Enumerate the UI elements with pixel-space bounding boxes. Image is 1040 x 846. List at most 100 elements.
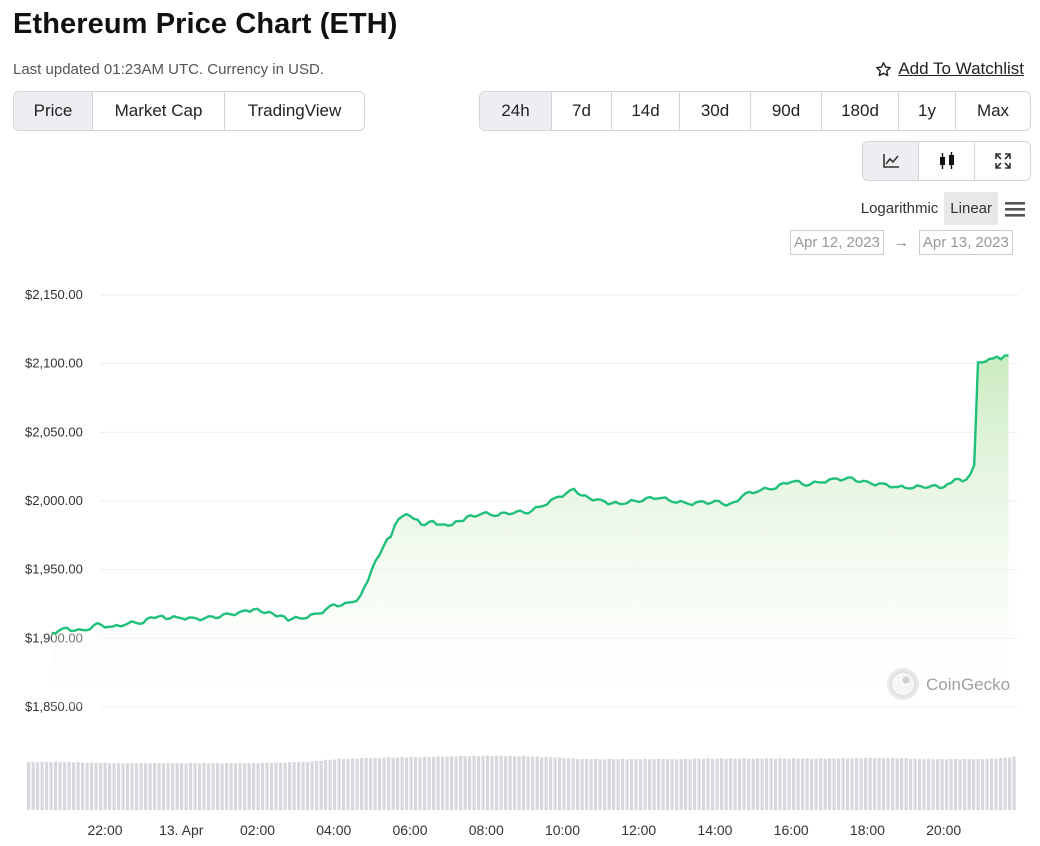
volume-bar <box>103 762 107 810</box>
fullscreen-button[interactable] <box>975 142 1030 180</box>
volume-bar <box>981 759 985 810</box>
volume-bar <box>895 758 899 810</box>
tab-tradingview[interactable]: TradingView <box>247 101 342 120</box>
volume-bar <box>121 763 125 810</box>
volume-bar <box>598 759 602 810</box>
volume-bar <box>549 757 553 810</box>
x-tick-label: 02:00 <box>240 822 275 838</box>
volume-bar <box>783 758 787 810</box>
volume-bar <box>693 758 697 810</box>
volume-bar <box>720 758 724 810</box>
volume-bar <box>765 758 769 810</box>
tab-price[interactable]: Price <box>14 92 93 130</box>
volume-bar <box>769 758 773 810</box>
range-7d[interactable]: 7d <box>552 92 612 130</box>
volume-bar <box>360 758 364 810</box>
last-updated-text: Last updated 01:23AM UTC. Currency in US… <box>13 61 324 78</box>
volume-bar <box>657 758 661 810</box>
x-tick-label: 13. Apr <box>159 822 204 838</box>
range-90d[interactable]: 90d <box>751 92 822 130</box>
logarithmic-option[interactable]: Logarithmic <box>860 200 939 217</box>
volume-bar <box>405 757 409 810</box>
volume-bar <box>1003 757 1007 810</box>
volume-bar <box>364 757 368 810</box>
volume-bar <box>423 756 427 810</box>
range-30d[interactable]: 30d <box>680 92 751 130</box>
volume-bar <box>715 758 719 810</box>
x-tick-label: 20:00 <box>926 822 961 838</box>
date-to-input[interactable]: Apr 13, 2023 <box>918 230 1013 255</box>
volume-bar <box>877 757 881 810</box>
volume-bar <box>594 758 598 810</box>
volume-bar <box>801 758 805 810</box>
volume-bar <box>958 759 962 810</box>
volume-bar <box>85 762 89 810</box>
volume-bar <box>229 763 233 810</box>
volume-bar <box>49 762 53 810</box>
volume-bar <box>306 762 310 810</box>
range-24h[interactable]: 24h <box>480 92 552 130</box>
scale-toggle: Logarithmic Linear <box>855 192 1026 225</box>
candlestick-view-button[interactable] <box>919 142 975 180</box>
volume-bar <box>922 759 926 810</box>
volume-bar <box>805 758 809 810</box>
volume-bar <box>936 759 940 810</box>
volume-bar <box>603 759 607 810</box>
volume-bar <box>670 758 674 810</box>
volume-bar <box>832 758 836 810</box>
line-view-button[interactable] <box>863 142 919 180</box>
volume-bar <box>733 758 737 810</box>
range-max[interactable]: Max <box>976 101 1010 120</box>
volume-bar <box>247 763 251 810</box>
volume-bar <box>58 762 62 810</box>
volume-bar <box>562 758 566 810</box>
volume-bar <box>850 758 854 810</box>
volume-bar <box>976 758 980 810</box>
volume-bar <box>607 758 611 810</box>
range-1y[interactable]: 1y <box>899 92 956 130</box>
date-from-input[interactable]: Apr 12, 2023 <box>790 230 884 255</box>
hamburger-menu-icon[interactable] <box>1004 200 1026 218</box>
volume-bar <box>477 756 481 810</box>
volume-bar <box>675 759 679 810</box>
price-line <box>51 354 1009 635</box>
volume-bar <box>310 761 314 810</box>
volume-bar <box>130 763 134 810</box>
volume-bar <box>391 757 395 810</box>
y-tick-label: $2,050.00 <box>25 424 83 439</box>
volume-bar <box>927 758 931 810</box>
volume-bar <box>171 763 175 810</box>
volume-bar <box>54 761 58 810</box>
volume-bar <box>891 757 895 810</box>
volume-bar <box>612 759 616 810</box>
watchlist-label: Add To Watchlist <box>898 59 1024 78</box>
volume-bar <box>639 759 643 810</box>
volume-bar <box>823 758 827 810</box>
volume-bar <box>661 759 665 810</box>
volume-bar <box>198 763 202 810</box>
linear-option[interactable]: Linear <box>944 192 998 225</box>
range-180d[interactable]: 180d <box>822 92 899 130</box>
volume-bar <box>265 762 269 810</box>
volume-bar <box>45 761 49 810</box>
volume-bar <box>787 758 791 810</box>
volume-bar <box>40 761 44 810</box>
volume-bar <box>756 758 760 810</box>
volume-bar <box>553 757 557 810</box>
volume-bar <box>94 762 98 810</box>
volume-bar <box>967 759 971 810</box>
volume-bar <box>445 756 449 810</box>
volume-bar <box>999 757 1003 810</box>
add-to-watchlist-link[interactable]: Add To Watchlist <box>875 59 1024 79</box>
volume-bar <box>283 762 287 810</box>
volume-bar <box>450 756 454 810</box>
tab-market-cap[interactable]: Market Cap <box>93 92 226 130</box>
volume-bar <box>166 762 170 810</box>
volume-bar <box>234 763 238 810</box>
volume-bar <box>567 758 571 810</box>
volume-bar <box>819 758 823 810</box>
volume-bar <box>396 757 400 810</box>
range-14d[interactable]: 14d <box>612 92 680 130</box>
volume-bar <box>652 759 656 810</box>
volume-bar <box>252 762 256 810</box>
